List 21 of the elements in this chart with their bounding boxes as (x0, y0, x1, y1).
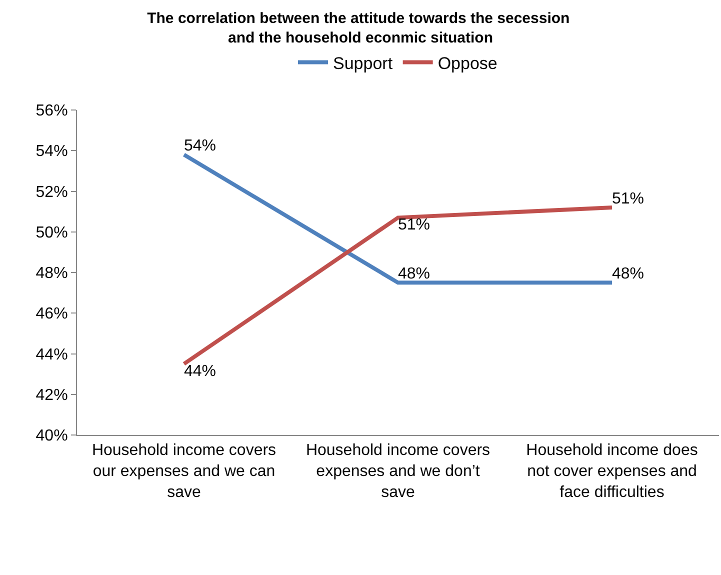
x-tick-label: Household income covers expenses and we don’t save (306, 442, 490, 501)
data-label: 44% (184, 362, 216, 380)
x-tick-label: Household income does not cover expenses and face difficulties (526, 442, 698, 501)
chart-title: The correlation between the attitude towards the secession and the household econmic situation (147, 10, 574, 46)
y-tick-label: 44% (36, 346, 68, 364)
y-tick-label: 42% (36, 386, 68, 404)
data-label: 51% (612, 190, 644, 208)
data-label: 54% (184, 138, 216, 155)
y-tick-label: 48% (36, 265, 68, 282)
y-tick-label: 46% (36, 306, 68, 323)
legend-label: Oppose (438, 54, 498, 73)
y-tick-label: 40% (36, 428, 68, 445)
y-tick-label: 54% (36, 143, 68, 160)
data-label: 48% (612, 266, 644, 283)
data-label: 51% (398, 216, 430, 234)
y-tick-label: 56% (36, 102, 68, 120)
y-tick-label: 50% (36, 224, 68, 242)
data-label: 48% (398, 266, 430, 283)
y-tick-label: 52% (36, 184, 68, 201)
legend-label: Support (333, 54, 393, 73)
x-tick-label: Household income covers our expenses and we can save (92, 442, 276, 501)
